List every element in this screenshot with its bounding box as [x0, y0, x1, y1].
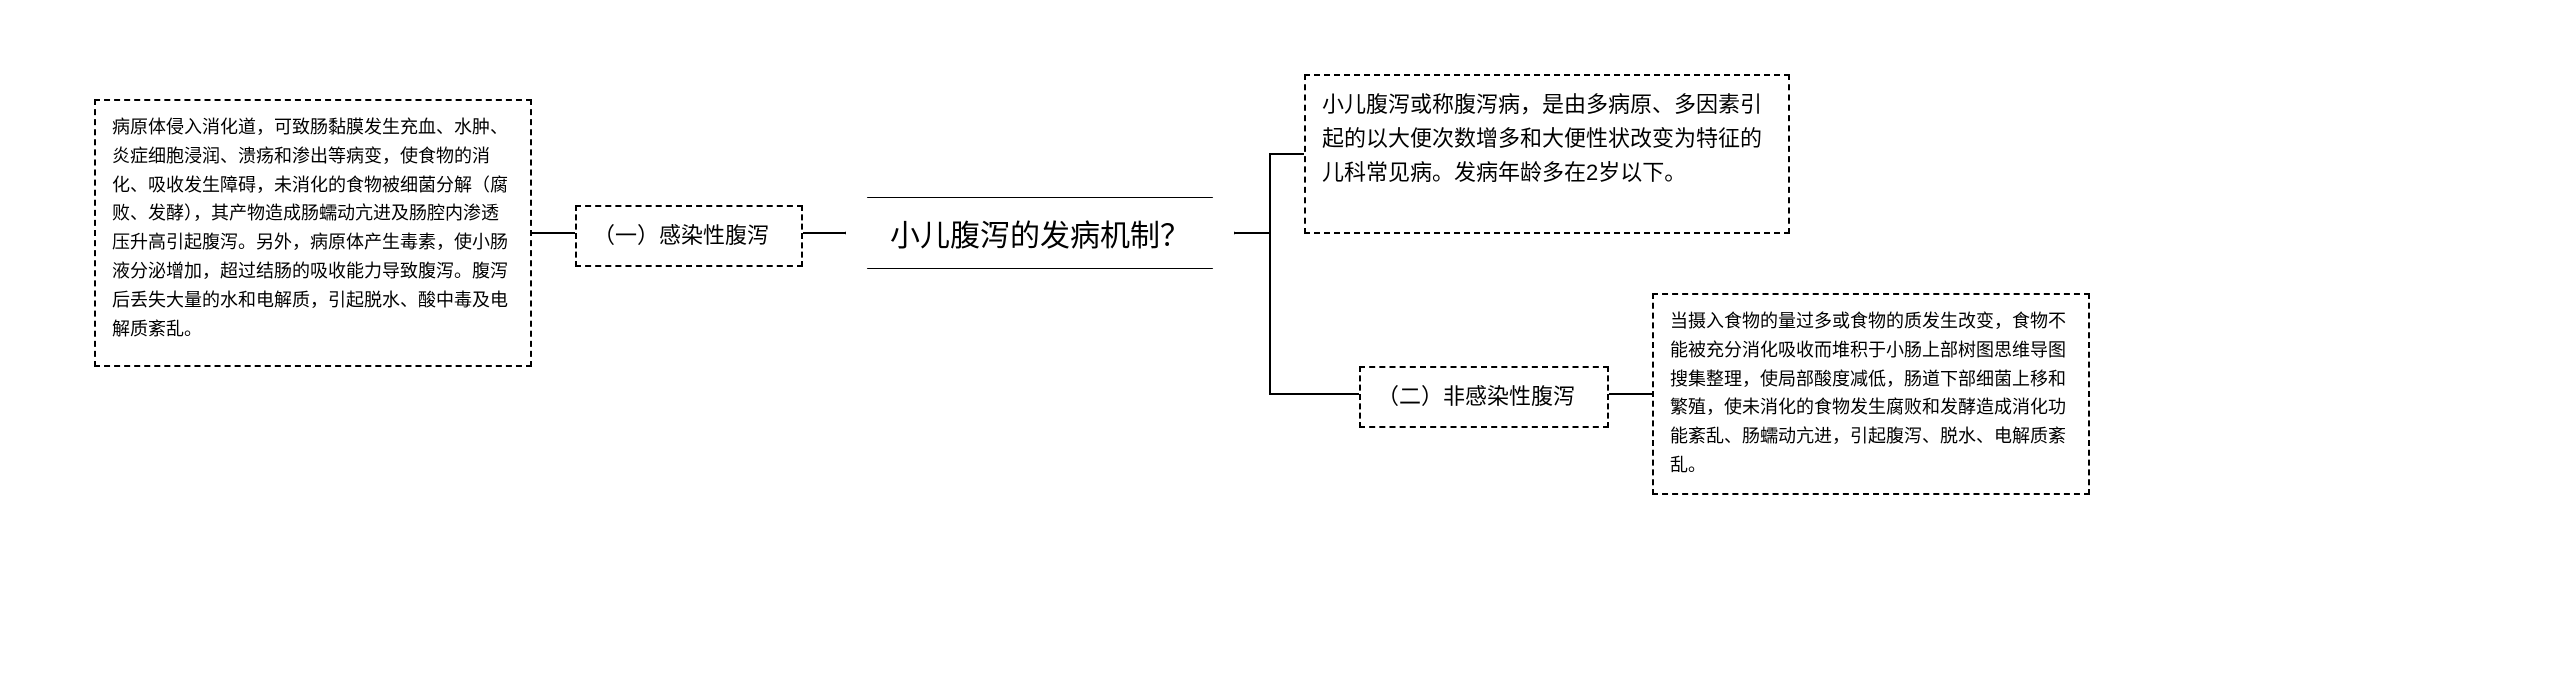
connector [1234, 154, 1304, 233]
branch1-label: （一）感染性腹泻 [593, 223, 769, 248]
branch1-detail-text: 病原体侵入消化道，可致肠黏膜发生充血、水肿、炎症细胞浸润、溃疡和渗出等病变，使食… [112, 117, 508, 339]
intro-node: 小儿腹泻或称腹泻病，是由多病原、多因素引起的以大便次数增多和大便性状改变为特征的… [1304, 74, 1790, 234]
branch2-detail-node: 当摄入食物的量过多或食物的质发生改变，食物不能被充分消化吸收而堆积于小肠上部树图… [1652, 293, 2090, 495]
branch2-label: （二）非感染性腹泻 [1377, 384, 1575, 409]
connector [1234, 233, 1359, 394]
center-label: 小儿腹泻的发病机制？ [890, 211, 1190, 255]
branch2-detail-text: 当摄入食物的量过多或食物的质发生改变，食物不能被充分消化吸收而堆积于小肠上部树图… [1670, 311, 2066, 475]
branch1-node: （一）感染性腹泻 [575, 205, 803, 267]
intro-text: 小儿腹泻或称腹泻病，是由多病原、多因素引起的以大便次数增多和大便性状改变为特征的… [1322, 92, 1762, 185]
branch1-detail-node: 病原体侵入消化道，可致肠黏膜发生充血、水肿、炎症细胞浸润、溃疡和渗出等病变，使食… [94, 99, 532, 367]
center-node: 小儿腹泻的发病机制？ [846, 198, 1234, 268]
branch2-node: （二）非感染性腹泻 [1359, 366, 1609, 428]
